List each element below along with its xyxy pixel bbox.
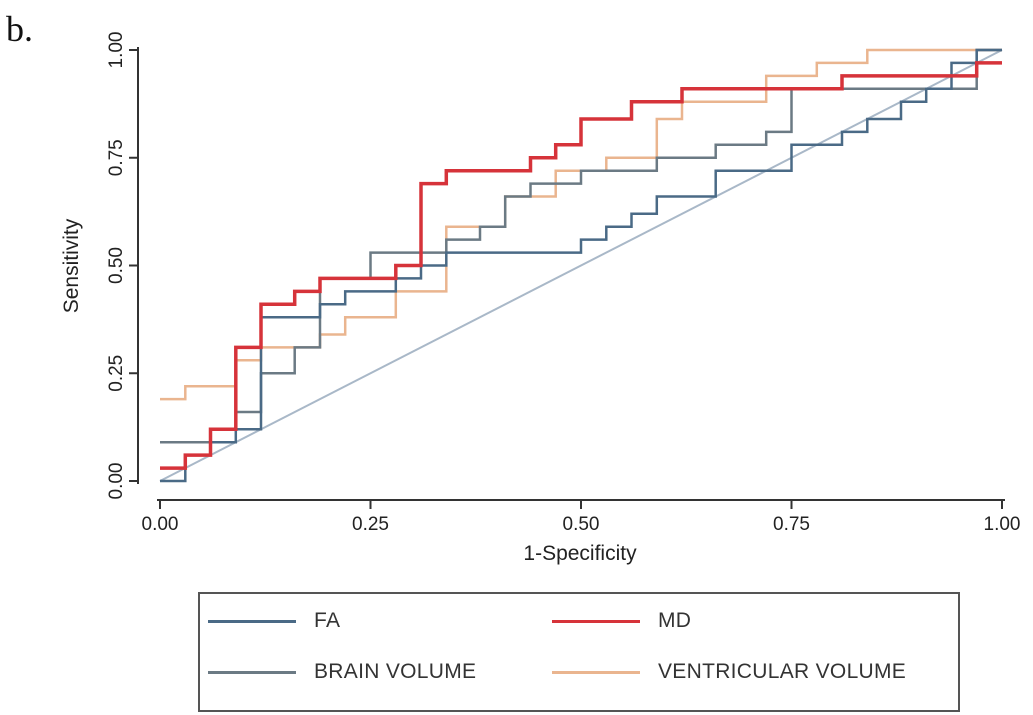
legend: FA MD BRAIN VOLUME VENTRICULAR VOLUME [198,592,960,712]
reference-diagonal-line [159,49,1003,482]
x-tick-label: 1.00 [984,514,1021,535]
roc-chart: 0.00 0.25 0.50 0.75 1.00 0.00 0.25 0.50 0.75 1.00… [60,32,1021,565]
legend-label-md: MD [658,609,692,632]
y-tick-label: 0.50 [106,247,127,284]
x-tick-label: 0.25 [352,514,389,535]
y-tick-label: 0.75 [106,139,127,176]
legend-swatch-ventricular-volume [552,670,640,674]
y-tick-label: 0.25 [106,355,127,392]
legend-label-brain-volume: BRAIN VOLUME [314,660,477,683]
legend-item-fa: FA [208,604,340,638]
plot-area [150,35,1016,500]
legend-swatch-fa [208,619,296,623]
legend-swatch-md [552,619,640,623]
legend-item-ventricular-volume: VENTRICULAR VOLUME [552,655,906,689]
legend-swatch-brain-volume [208,670,296,674]
series-line-fa [160,48,1002,483]
legend-item-brain-volume: BRAIN VOLUME [208,655,476,689]
y-tick-label: 0.00 [106,463,127,500]
x-tick-label: 0.00 [142,514,179,535]
legend-item-md: MD [552,604,691,638]
series-line-md [160,61,1002,470]
y-axis-label: Sensitivity [60,218,83,313]
panel-label: b. [6,9,33,49]
legend-label-ventricular-volume: VENTRICULAR VOLUME [658,660,907,683]
x-tick-label: 0.75 [773,514,810,535]
x-axis-label: 1-Specificity [523,542,637,565]
y-tick-label: 1.00 [106,32,127,69]
x-tick-label: 0.50 [563,514,600,535]
legend-label-fa: FA [314,609,341,632]
